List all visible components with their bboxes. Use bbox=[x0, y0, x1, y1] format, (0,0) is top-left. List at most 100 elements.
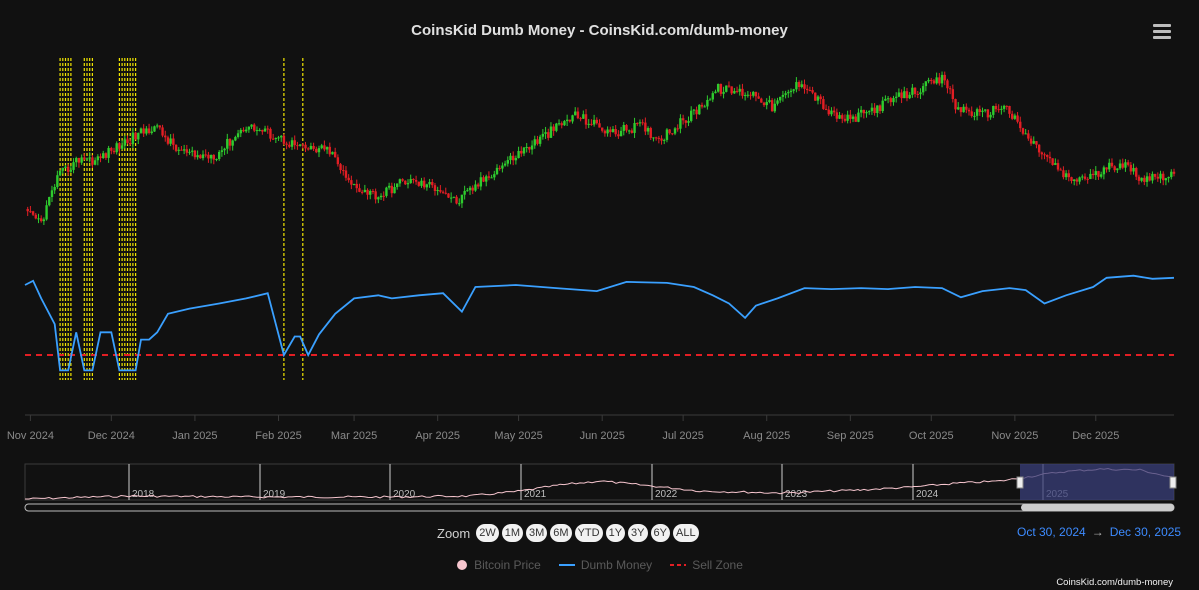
candle-body bbox=[787, 92, 790, 94]
navigator-left-handle[interactable] bbox=[1016, 476, 1024, 489]
main-chart: Nov 2024 Dec 2024 Jan 2025 Feb 2025 Mar 2025… bbox=[7, 58, 1176, 442]
candle-body bbox=[738, 88, 741, 92]
zoom-2w-button[interactable]: 2W bbox=[476, 524, 499, 542]
navigator[interactable]: 20182019202020212022202320242025 bbox=[0, 0, 1199, 520]
candle-body bbox=[234, 137, 237, 141]
candle-body bbox=[69, 169, 73, 172]
candle-body bbox=[298, 144, 302, 146]
candle-body bbox=[676, 128, 679, 130]
candle-body bbox=[1151, 173, 1154, 181]
candle-body bbox=[538, 136, 542, 144]
candle-body bbox=[204, 154, 207, 156]
credits[interactable]: CoinsKid.com/dumb-money bbox=[1056, 577, 1173, 588]
candle-body bbox=[730, 86, 733, 94]
candle-body bbox=[552, 126, 555, 131]
candle-body bbox=[147, 128, 151, 133]
candle-body bbox=[900, 92, 903, 99]
candle-body bbox=[209, 154, 213, 159]
candle-body bbox=[482, 177, 485, 182]
candle-body bbox=[603, 130, 607, 134]
candle-body bbox=[571, 115, 574, 122]
zoom-3m-button[interactable]: 3M bbox=[526, 524, 548, 542]
candle-body bbox=[142, 128, 145, 134]
candle-body bbox=[1078, 177, 1081, 182]
navigator-right-handle[interactable] bbox=[1169, 476, 1177, 489]
zoom-ytd-button[interactable]: YTD bbox=[574, 524, 603, 542]
candle-body bbox=[525, 146, 528, 148]
candle-body bbox=[768, 100, 771, 103]
candle-body bbox=[970, 111, 973, 117]
candle-body bbox=[681, 118, 685, 121]
candle-body bbox=[735, 90, 739, 92]
candle-body bbox=[449, 197, 453, 199]
legend-item-bitcoin-price[interactable]: Bitcoin Price bbox=[456, 558, 541, 572]
candle-body bbox=[822, 99, 825, 109]
candle-body bbox=[1043, 154, 1046, 156]
candle-body bbox=[1108, 162, 1111, 170]
candle-body bbox=[387, 185, 391, 188]
zoom-1m-button[interactable]: 1M bbox=[501, 524, 524, 542]
candle-body bbox=[452, 196, 456, 198]
candle-body bbox=[385, 187, 388, 196]
candle-body bbox=[350, 180, 353, 185]
zoom-all-button[interactable]: ALL bbox=[672, 524, 699, 542]
range-from-input[interactable]: Oct 30, 2024 bbox=[1017, 525, 1086, 539]
candle-body bbox=[390, 185, 394, 194]
candle-body bbox=[719, 83, 723, 94]
candle-body bbox=[320, 145, 323, 149]
candle-body bbox=[228, 138, 232, 146]
zoom-1y-button[interactable]: 1Y bbox=[605, 524, 626, 542]
candle-body bbox=[498, 167, 501, 169]
candle-body bbox=[266, 128, 269, 130]
legend-item-sell-zone[interactable]: Sell Zone bbox=[670, 558, 743, 572]
navigator-year-label: 2020 bbox=[393, 489, 416, 500]
candle-body bbox=[638, 122, 642, 124]
date-range: Oct 30, 2024 → Dec 30, 2025 bbox=[1017, 525, 1181, 539]
candle-body bbox=[646, 128, 650, 132]
candle-body bbox=[598, 123, 601, 128]
x-tick-label: Dec 2025 bbox=[1072, 430, 1119, 442]
x-tick-label: Aug 2025 bbox=[743, 430, 790, 442]
candle-body bbox=[355, 183, 358, 189]
candle-body bbox=[1086, 178, 1089, 180]
zoom-bar: Zoom 2W 1M 3M 6M YTD 1Y 3Y 6Y ALL bbox=[437, 523, 699, 543]
candle-body bbox=[215, 159, 218, 161]
candle-body bbox=[269, 128, 272, 139]
candle-body bbox=[873, 107, 876, 114]
candle-body bbox=[50, 190, 54, 198]
candle-body bbox=[741, 88, 744, 96]
candle-body bbox=[277, 137, 280, 139]
legend-item-dumb-money[interactable]: Dumb Money bbox=[558, 558, 653, 572]
candle-body bbox=[579, 118, 582, 120]
zoom-6m-button[interactable]: 6M bbox=[550, 524, 572, 542]
candle-body bbox=[244, 129, 248, 132]
candle-body bbox=[1081, 176, 1084, 178]
candle-body bbox=[892, 97, 895, 103]
scrollbar-thumb[interactable] bbox=[1021, 504, 1174, 511]
candle-body bbox=[374, 191, 377, 200]
zoom-3y-button[interactable]: 3Y bbox=[628, 524, 648, 542]
candle-body bbox=[536, 139, 539, 144]
navigator-year-label: 2023 bbox=[785, 489, 808, 500]
candle-body bbox=[414, 180, 418, 182]
candle-body bbox=[989, 114, 992, 118]
candle-body bbox=[1170, 171, 1173, 178]
candle-body bbox=[784, 93, 787, 95]
candle-body bbox=[978, 109, 982, 112]
range-to-input[interactable]: Dec 30, 2025 bbox=[1109, 525, 1182, 539]
x-tick-label: Jan 2025 bbox=[172, 430, 217, 442]
candle-body bbox=[576, 111, 580, 119]
candle-body bbox=[307, 148, 310, 150]
legend-label: Dumb Money bbox=[580, 558, 653, 572]
candle-body bbox=[93, 160, 97, 165]
zoom-6y-button[interactable]: 6Y bbox=[650, 524, 670, 542]
candle-body bbox=[986, 109, 990, 118]
candle-body bbox=[1094, 171, 1097, 176]
candle-body bbox=[293, 140, 296, 146]
candle-body bbox=[506, 160, 509, 164]
scrollbar-track[interactable] bbox=[24, 503, 1175, 512]
hamburger-menu-icon[interactable] bbox=[1153, 24, 1171, 40]
candle-body bbox=[800, 84, 803, 87]
candle-body bbox=[905, 91, 909, 99]
candle-body bbox=[145, 128, 148, 134]
